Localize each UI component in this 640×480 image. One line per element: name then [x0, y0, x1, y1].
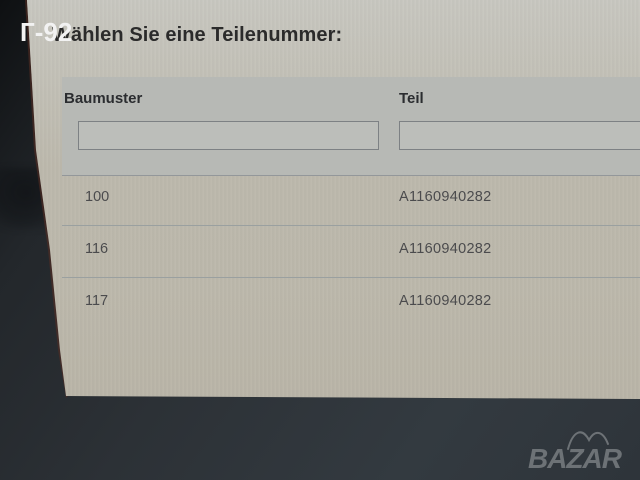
svg-text:BAZAR: BAZAR	[528, 443, 623, 474]
